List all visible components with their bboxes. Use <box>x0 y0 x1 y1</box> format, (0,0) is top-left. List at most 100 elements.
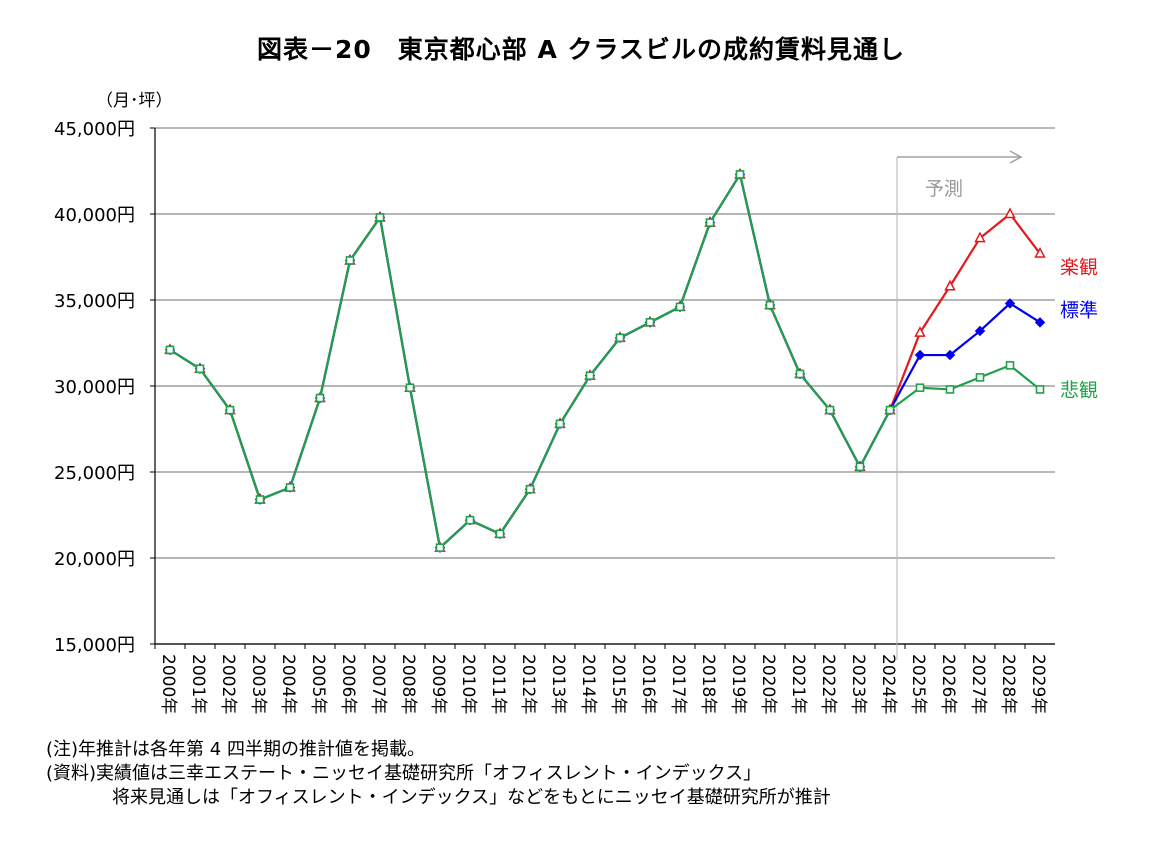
x-tick-label: 2017年 <box>668 654 688 714</box>
x-tick-label: 2023年 <box>848 654 868 714</box>
data-point <box>225 405 235 415</box>
data-point <box>585 371 595 380</box>
x-tick-label: 2022年 <box>818 654 838 714</box>
data-point <box>255 495 265 504</box>
data-point <box>675 302 685 312</box>
y-tick-label: 45,000円 <box>54 119 135 140</box>
data-point <box>915 383 925 393</box>
x-tick-label: 2008年 <box>398 654 418 714</box>
x-tick-label: 2026年 <box>938 654 958 714</box>
x-tick-label: 2003年 <box>248 654 268 714</box>
data-point <box>405 383 415 393</box>
forecast-indicator: 予測 <box>896 150 1023 660</box>
x-tick-label: 2025年 <box>908 654 928 714</box>
data-point <box>914 326 926 337</box>
data-point <box>975 373 985 382</box>
data-point <box>195 364 205 374</box>
x-tick-label: 2019年 <box>728 654 748 714</box>
series-line-optimistic <box>169 171 1041 550</box>
forecast-label: 予測 <box>925 178 963 200</box>
forecast-arrow-head <box>1009 150 1023 164</box>
x-tick-label: 2007年 <box>368 654 388 714</box>
x-tick-label: 2021年 <box>788 654 808 714</box>
data-point <box>465 515 475 525</box>
y-tick-label: 25,000円 <box>54 463 135 484</box>
data-point <box>1005 361 1015 370</box>
series-line-pessimistic <box>169 171 1041 550</box>
data-point <box>944 279 956 291</box>
data-point <box>555 419 565 429</box>
y-tick-label: 15,000円 <box>54 635 135 656</box>
data-point <box>1004 207 1016 219</box>
y-tick-label: 40,000円 <box>54 205 135 226</box>
data-point <box>285 483 295 492</box>
x-tick-labels: 2000年 2001年 2002年 2003年 2004年 2005年 2006年 2007年… <box>158 654 1048 714</box>
data-point <box>705 218 715 227</box>
data-point <box>974 325 986 337</box>
chart-title: 図表－20 東京都心部 A クラスビルの成約賃料見通し <box>256 35 906 64</box>
source-line-1: (資料)実績値は三幸エステート・ニッセイ基礎研究所「オフィスレント・インデックス… <box>46 763 762 784</box>
x-tick-label: 2001年 <box>188 654 208 714</box>
x-tick-label: 2011年 <box>488 654 508 714</box>
x-tick-label: 2005年 <box>308 654 328 714</box>
x-tick-label: 2024年 <box>878 654 898 714</box>
series-optimistic <box>164 167 1046 552</box>
x-tick-label: 2012年 <box>518 654 538 714</box>
data-point <box>1034 317 1046 328</box>
data-point <box>1035 385 1045 394</box>
data-point <box>435 543 445 552</box>
x-tick-label: 2029年 <box>1028 654 1048 714</box>
x-tick-label: 2006年 <box>338 654 358 714</box>
x-tick-label: 2004年 <box>278 654 298 714</box>
x-tick-label: 2000年 <box>158 654 178 714</box>
data-point <box>944 349 956 361</box>
data-point <box>315 393 325 403</box>
data-point <box>885 405 895 415</box>
data-point <box>914 349 926 361</box>
data-point <box>615 333 625 343</box>
data-point <box>945 385 955 394</box>
x-tick-label: 2013年 <box>548 654 568 714</box>
footnotes: (注)年推計は各年第 4 四半期の推計値を掲載。 (資料)実績値は三幸エステート… <box>46 738 831 810</box>
data-point <box>525 484 535 494</box>
x-tick-label: 2018年 <box>698 654 718 714</box>
data-point <box>645 318 655 327</box>
data-point <box>855 462 865 472</box>
y-tick-labels: 15,000円 20,000円 25,000円 30,000円 35,000円 40,00… <box>54 119 135 656</box>
x-tick-label: 2002年 <box>218 654 238 714</box>
data-point <box>1004 298 1016 309</box>
x-tick-label: 2016年 <box>638 654 658 714</box>
y-tick-label: 20,000円 <box>54 549 135 570</box>
x-tick-label: 2020年 <box>758 654 778 714</box>
y-tick-label: 30,000円 <box>54 377 135 398</box>
series-standard <box>164 169 1046 553</box>
data-point <box>345 256 355 265</box>
x-tick-label: 2027年 <box>968 654 988 714</box>
x-tick-label: 2010年 <box>458 654 478 714</box>
source-line-2: 将来見通しは「オフィスレント・インデックス」などをもとにニッセイ基礎研究所が推計 <box>112 787 831 808</box>
x-tick-label: 2015年 <box>608 654 628 714</box>
series-label-standard: 標準 <box>1060 299 1098 321</box>
y-axis-unit-label: （月･坪） <box>96 91 173 111</box>
series-label-optimistic: 楽観 <box>1060 257 1098 279</box>
x-tick-label: 2028年 <box>998 654 1018 714</box>
data-point <box>795 369 805 379</box>
data-point <box>825 405 835 415</box>
gridlines <box>150 127 1055 649</box>
series-lines <box>164 167 1046 553</box>
data-point <box>974 231 986 243</box>
x-tick-label: 2009年 <box>428 654 448 714</box>
data-point <box>765 300 775 310</box>
data-point <box>495 529 505 539</box>
x-tick-label: 2014年 <box>578 654 598 714</box>
data-point <box>165 345 175 355</box>
series-pessimistic <box>165 170 1045 552</box>
note-line: (注)年推計は各年第 4 四半期の推計値を掲載。 <box>46 739 425 760</box>
series-label-pessimistic: 悲観 <box>1060 379 1098 401</box>
data-point <box>375 213 385 222</box>
data-point <box>1034 246 1046 258</box>
data-point <box>735 170 745 179</box>
y-tick-label: 35,000円 <box>54 291 135 312</box>
